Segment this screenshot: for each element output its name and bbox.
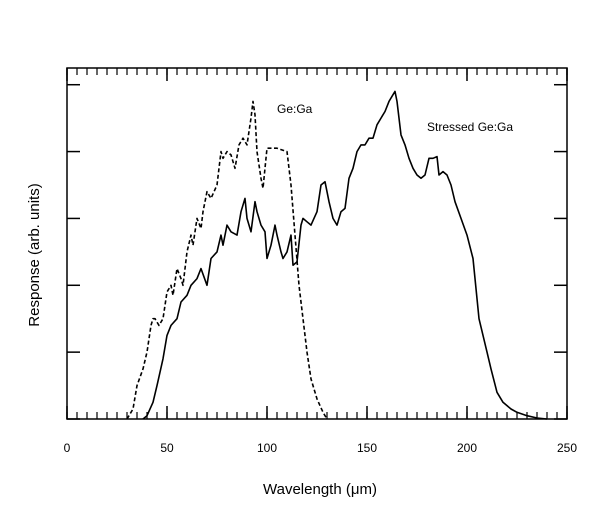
x-tick-label: 250 (557, 441, 577, 455)
x-tick-label: 150 (357, 441, 377, 455)
x-tick-label: 100 (257, 441, 277, 455)
annotation: Ge:Ga (277, 102, 313, 116)
x-axis-title: Wavelength (μm) (263, 481, 377, 498)
annotation: Stressed Ge:Ga (427, 120, 513, 134)
x-tick-label: 0 (64, 441, 71, 455)
y-axis-title: Response (arb. units) (26, 183, 43, 326)
series-line (142, 90, 548, 420)
series-line (126, 100, 328, 420)
x-tick-label: 50 (160, 441, 174, 455)
x-tick-label: 200 (457, 441, 477, 455)
